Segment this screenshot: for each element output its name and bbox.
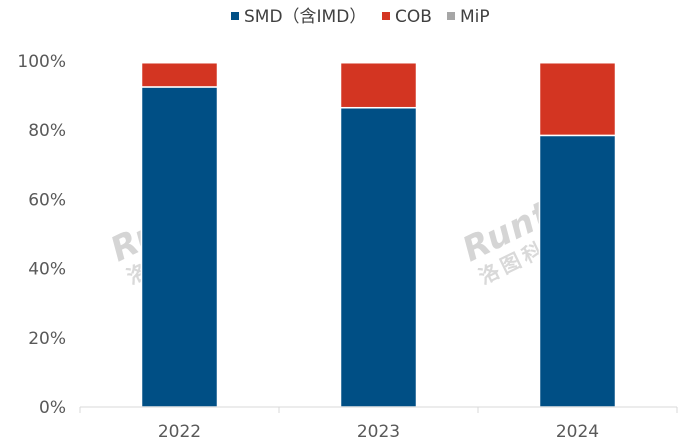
y-axis-ticks: 0% 20% 40% 60% 80% 100% [17,52,66,418]
x-axis-ticks: 2022 2023 2024 [79,407,678,441]
bar-segment-smdimd [140,86,219,408]
y-tick-label: 60% [28,190,66,210]
bar-segment-cob [538,61,617,137]
y-tick-label: 20% [28,329,66,349]
y-tick-label: 100% [17,52,66,72]
x-tick-label: 2023 [357,422,400,441]
legend: SMD（含IMD） COB MiP [231,7,490,27]
legend-swatch [231,12,239,20]
legend-label: COB [395,7,432,27]
bars [140,61,617,408]
legend-label: MiP [460,7,490,27]
legend-swatch [382,12,390,20]
y-tick-label: 0% [39,398,66,418]
y-tick-label: 80% [28,121,66,141]
x-tick-label: 2022 [158,422,201,441]
legend-swatch [447,12,455,20]
x-tick-label: 2024 [556,422,599,441]
legend-label: SMD（含IMD） [244,7,366,27]
bar-segment-cob [339,61,418,109]
bar-segment-smdimd [538,134,617,408]
bar-segment-cob [140,61,219,88]
y-tick-label: 40% [28,260,66,280]
bar-segment-smdimd [339,106,418,408]
